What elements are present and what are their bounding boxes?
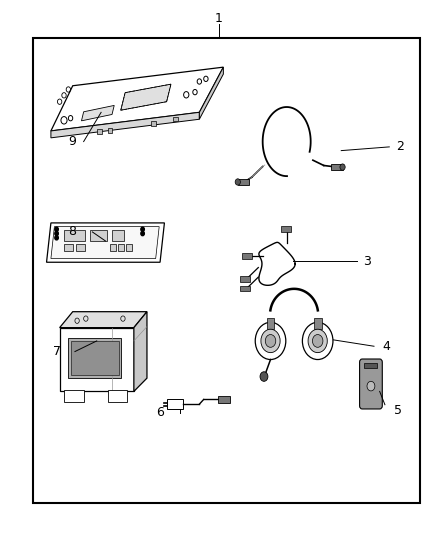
Bar xyxy=(118,244,124,251)
Bar xyxy=(110,244,116,251)
Circle shape xyxy=(312,335,323,348)
Text: 5: 5 xyxy=(394,403,402,416)
Bar xyxy=(151,122,155,126)
Text: 9: 9 xyxy=(68,135,76,148)
Bar xyxy=(33,38,420,503)
Text: 6: 6 xyxy=(155,406,163,419)
Bar xyxy=(314,318,321,329)
Bar xyxy=(90,230,107,241)
Circle shape xyxy=(55,227,58,231)
Text: 7: 7 xyxy=(53,345,61,358)
Circle shape xyxy=(261,329,280,353)
Polygon shape xyxy=(60,312,147,328)
Polygon shape xyxy=(60,328,134,391)
Bar xyxy=(64,230,85,241)
Circle shape xyxy=(141,231,145,236)
Bar xyxy=(240,286,250,292)
Circle shape xyxy=(235,179,240,185)
Bar xyxy=(364,364,378,368)
Text: 3: 3 xyxy=(363,255,371,268)
Bar xyxy=(112,230,124,241)
Bar xyxy=(64,390,84,402)
Bar xyxy=(68,338,121,378)
Polygon shape xyxy=(134,312,147,391)
Bar xyxy=(218,395,230,403)
Bar xyxy=(108,128,112,133)
Text: 4: 4 xyxy=(383,340,391,353)
Circle shape xyxy=(340,164,345,170)
Bar xyxy=(267,318,275,329)
Circle shape xyxy=(55,236,58,240)
Bar xyxy=(281,226,290,232)
Polygon shape xyxy=(51,227,159,259)
FancyBboxPatch shape xyxy=(360,359,382,409)
Polygon shape xyxy=(46,223,164,262)
Circle shape xyxy=(141,227,145,231)
Polygon shape xyxy=(81,106,114,121)
Polygon shape xyxy=(199,67,223,119)
Bar xyxy=(71,341,119,375)
Circle shape xyxy=(308,329,327,353)
Polygon shape xyxy=(51,67,223,131)
Polygon shape xyxy=(51,112,199,138)
Text: 2: 2 xyxy=(396,140,404,154)
Bar xyxy=(331,164,343,170)
Circle shape xyxy=(55,231,58,236)
Circle shape xyxy=(265,335,276,348)
Circle shape xyxy=(367,381,375,391)
Text: 8: 8 xyxy=(68,225,76,238)
Bar xyxy=(97,130,102,134)
Polygon shape xyxy=(121,84,171,110)
Bar xyxy=(76,244,85,251)
Bar xyxy=(126,244,132,251)
Bar xyxy=(166,399,183,409)
Text: 1: 1 xyxy=(215,12,223,25)
Bar xyxy=(173,117,177,122)
Bar xyxy=(238,179,249,185)
Bar xyxy=(240,276,250,282)
Circle shape xyxy=(260,372,268,381)
Bar xyxy=(242,253,252,259)
Circle shape xyxy=(302,322,333,360)
Circle shape xyxy=(255,322,286,360)
Bar xyxy=(108,390,127,402)
Bar xyxy=(64,244,73,251)
